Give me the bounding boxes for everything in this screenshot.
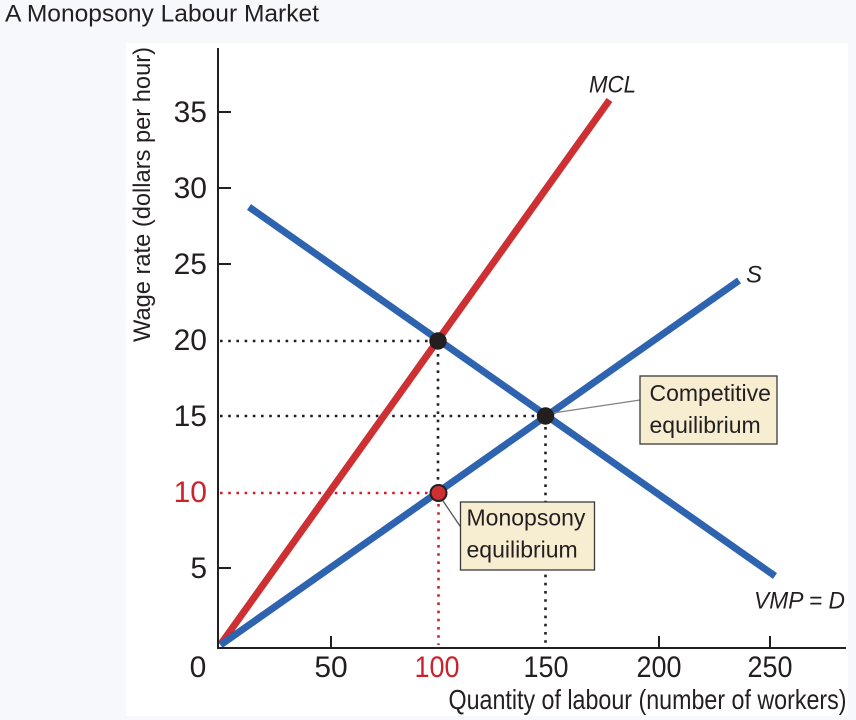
- svg-text:100: 100: [415, 651, 460, 684]
- svg-text:MCL: MCL: [589, 72, 636, 99]
- svg-text:equilibrium: equilibrium: [650, 412, 761, 438]
- svg-text:5: 5: [190, 552, 207, 585]
- svg-text:Monopsony: Monopsony: [467, 505, 586, 531]
- svg-text:30: 30: [174, 172, 207, 205]
- svg-text:S: S: [746, 262, 762, 289]
- svg-text:15: 15: [174, 400, 207, 433]
- svg-text:0: 0: [190, 651, 207, 684]
- svg-text:35: 35: [174, 96, 207, 129]
- svg-text:250: 250: [748, 651, 793, 684]
- svg-text:VMP = D: VMP = D: [754, 588, 845, 615]
- svg-text:Quantity of labour (number of: Quantity of labour (number of workers): [449, 684, 847, 715]
- svg-text:200: 200: [637, 651, 682, 684]
- svg-text:A Monopsony Labour Market: A Monopsony Labour Market: [5, 1, 319, 28]
- svg-text:150: 150: [524, 651, 569, 684]
- svg-text:Competitive: Competitive: [650, 380, 771, 406]
- svg-text:25: 25: [174, 248, 207, 281]
- svg-text:20: 20: [174, 324, 207, 357]
- svg-text:50: 50: [314, 651, 347, 684]
- svg-text:equilibrium: equilibrium: [467, 537, 578, 563]
- svg-text:Wage rate (dollars per hour): Wage rate (dollars per hour): [129, 47, 156, 342]
- svg-text:10: 10: [174, 476, 207, 509]
